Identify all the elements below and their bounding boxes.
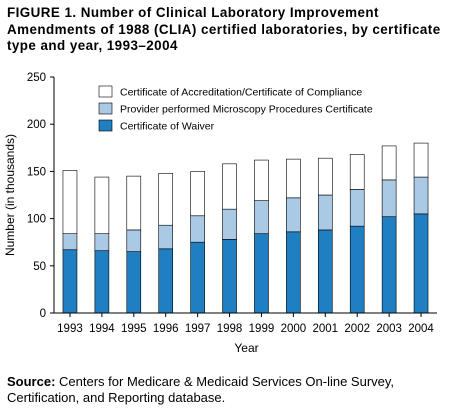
bar-segment (286, 158, 301, 199)
bar-segment (126, 229, 142, 252)
y-tick-label: 150 (27, 166, 46, 178)
x-tick-label: 1999 (249, 323, 275, 335)
x-tick-label: 2002 (344, 323, 370, 335)
y-tick-label: 100 (27, 214, 46, 226)
bar-segment (413, 213, 429, 314)
bar-segment (381, 145, 397, 181)
bar-segment (222, 208, 237, 240)
figure-title: FIGURE 1. Number of Clinical Laboratory … (7, 5, 441, 53)
source-label: Source: (7, 374, 56, 389)
bar-segment (94, 250, 110, 314)
x-axis: 1993 1994 1995 1996 1997 1998 1999 2000 2001 2002… (54, 312, 437, 355)
bar-segment (158, 248, 174, 314)
bar-segment (254, 200, 269, 235)
x-tick-label: 2004 (408, 323, 434, 335)
bar-segment (158, 172, 174, 226)
y-axis: 0 50 100 150 200 250 Number (in thousands) (3, 72, 55, 320)
bar-segment (286, 231, 301, 314)
bar-segment (254, 233, 269, 314)
x-tick-label: 1996 (153, 323, 179, 335)
legend-swatch (98, 85, 113, 98)
bar-segment (94, 176, 110, 235)
y-tick-label: 250 (27, 72, 46, 84)
y-tick-label: 50 (33, 261, 46, 273)
bar-segment (349, 225, 365, 314)
bar-segment (190, 241, 205, 314)
bar-segment (62, 170, 78, 235)
stacked-bar-chart: Certificate of Accreditation/Certificate… (3, 72, 437, 355)
bar-segment (94, 233, 110, 251)
legend-swatch (98, 102, 113, 115)
y-tick-label: 0 (40, 308, 46, 320)
legend-label: Certificate of Accreditation/Certificate… (120, 87, 362, 99)
x-tick-label: 1998 (217, 323, 243, 335)
legend-label: Certificate of Waiver (120, 121, 215, 133)
bar-segment (158, 224, 174, 250)
bar-segment (222, 163, 237, 210)
bar-segment (381, 216, 397, 314)
bar-segment (190, 215, 205, 243)
bar-segment (413, 142, 429, 178)
chart-legend: Certificate of Accreditation/Certificate… (98, 85, 373, 133)
x-tick-label: 1997 (185, 323, 211, 335)
bar-segment (349, 189, 365, 227)
bar-segment (126, 175, 142, 231)
chart-bars (62, 142, 429, 314)
x-tick-label: 2003 (376, 323, 402, 335)
bar-segment (62, 249, 78, 314)
legend-swatch (98, 119, 113, 132)
x-tick-label: 2001 (312, 323, 338, 335)
bar-segment (317, 157, 333, 196)
bar-segment (62, 233, 78, 251)
y-axis-title: Number (in thousands) (3, 134, 17, 256)
y-tick-label: 200 (27, 119, 46, 131)
x-tick-label: 1994 (89, 323, 115, 335)
bar-segment (317, 194, 333, 231)
x-tick-label: 2000 (281, 323, 307, 335)
source-note: Source: Centers for Medicare & Medicaid … (7, 374, 447, 406)
bar-segment (286, 197, 301, 233)
bar-segment (413, 176, 429, 215)
bar-segment (222, 239, 237, 314)
bar-segment (349, 154, 365, 190)
x-axis-title: Year (234, 341, 258, 355)
source-text: Centers for Medicare & Medicaid Services… (7, 374, 395, 405)
x-tick-label: 1993 (57, 323, 83, 335)
bar-segment (126, 251, 142, 314)
bar-segment (190, 171, 205, 217)
bar-segment (254, 159, 269, 201)
bar-segment (317, 229, 333, 314)
x-tick-label: 1995 (121, 323, 147, 335)
legend-label: Provider performed Microscopy Procedures… (120, 104, 373, 116)
bar-segment (381, 179, 397, 218)
